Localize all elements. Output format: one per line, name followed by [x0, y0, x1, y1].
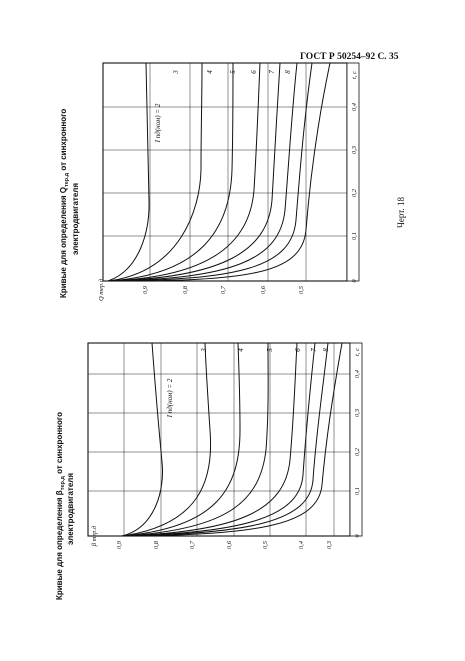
y-tick-label: 0,7: [189, 540, 196, 549]
curve-label: 4: [237, 348, 245, 352]
y-tick-label: 0,9: [116, 540, 123, 549]
x-tick-label: 0,1: [351, 232, 358, 240]
y-tick-label: 0,6: [260, 285, 267, 294]
curve-label: 6: [250, 70, 258, 74]
chart-beta-title-line2: электродвигателя: [66, 473, 75, 545]
x-tick-label: t, c: [354, 348, 361, 356]
curve-label: 5: [266, 348, 274, 352]
y-tick-label: 0,9: [142, 285, 149, 294]
chart-beta-grid: [88, 343, 350, 536]
data-curve: [121, 342, 343, 537]
x-tick-label: t, c: [351, 71, 358, 79]
curve-label: 7: [310, 348, 318, 352]
x-tick-label: 0: [354, 534, 361, 538]
y-axis-name: β тер.д: [91, 525, 98, 547]
curve-label: 3: [172, 70, 180, 75]
data-curve: [121, 342, 241, 537]
x-tick-label: 0,2: [351, 188, 358, 197]
chart-q: 0,9 0,8 0,7 0,6 0,5 0 0,1 0,2 0,3 0,4 t, c Q тер.д I…: [59, 62, 360, 301]
chart-beta: 0,9 0,8 0,7 0,6 0,5 0,4 0,3 0 0,1 0,2 0,3 0,4 t, c β …: [55, 342, 363, 600]
x-tick-label: 0,4: [354, 369, 361, 378]
y-tick-label: 0,5: [298, 285, 305, 294]
x-tick-label: 0,3: [354, 408, 361, 417]
y-tick-label: 0,5: [262, 540, 269, 549]
data-curve: [107, 62, 150, 282]
data-curve: [107, 62, 261, 282]
data-curve: [107, 62, 203, 282]
curve-label: 7: [268, 70, 276, 74]
x-tick-label: 0,2: [354, 447, 361, 456]
data-curve: [121, 342, 163, 537]
data-curve: [121, 342, 298, 537]
chart-beta-frame: [87, 342, 351, 537]
y-tick-label: 0,7: [220, 285, 227, 294]
data-curve: [121, 342, 329, 537]
chart-q-x-axis-strip: [346, 62, 360, 282]
x-tick-label: 0: [351, 279, 358, 283]
curve-label: 5: [229, 70, 237, 74]
chart-q-labels: 0,9 0,8 0,7 0,6 0,5 0 0,1 0,2 0,3 0,4 t, c Q тер.д I…: [98, 70, 358, 301]
y-axis-name: Q тер.д: [98, 278, 105, 301]
param-label: I пд(ном) = 2: [154, 103, 162, 143]
curve-label: 3: [200, 348, 208, 353]
data-curve: [107, 62, 234, 282]
chart-beta-labels: 0,9 0,8 0,7 0,6 0,5 0,4 0,3 0 0,1 0,2 0,3 0,4 t, c β …: [91, 348, 361, 549]
figure-label: Черт. 18: [396, 197, 406, 228]
chart-beta-title-line1: Кривые для определения βтер.д от синхрон…: [55, 412, 66, 600]
curve-label: 8: [284, 70, 292, 74]
chart-q-curves: [107, 62, 331, 282]
data-curve: [121, 342, 212, 537]
curve-label: 8: [322, 348, 330, 352]
chart-beta-curves: [121, 342, 343, 537]
y-tick-label: 0,4: [298, 540, 305, 549]
chart-q-title-line1: Кривые для определения Qтер.д от синхрон…: [59, 109, 70, 298]
data-curve: [121, 342, 269, 537]
data-curve: [121, 342, 316, 537]
y-tick-label: 0,8: [153, 540, 160, 549]
y-tick-label: 0,8: [182, 285, 189, 294]
y-tick-label: 0,6: [226, 540, 233, 549]
data-curve: [107, 62, 298, 282]
y-tick-label: 0,3: [326, 540, 333, 549]
x-tick-label: 0,1: [354, 487, 361, 495]
chart-q-title-line2: электродвигателя: [71, 183, 80, 255]
chart-q-grid: [103, 63, 347, 281]
curve-label: 6: [294, 348, 302, 352]
param-label: I пд(ном) = 2: [166, 378, 174, 418]
page-header: ГОСТ Р 50254–92 С. 35: [300, 52, 399, 62]
x-tick-label: 0,3: [351, 145, 358, 154]
curve-label: 4: [206, 70, 214, 74]
x-tick-label: 0,4: [351, 102, 358, 111]
data-curve: [107, 62, 313, 282]
data-curve: [107, 62, 331, 282]
data-curve: [107, 62, 281, 282]
chart-beta-x-axis-strip: [349, 342, 363, 537]
